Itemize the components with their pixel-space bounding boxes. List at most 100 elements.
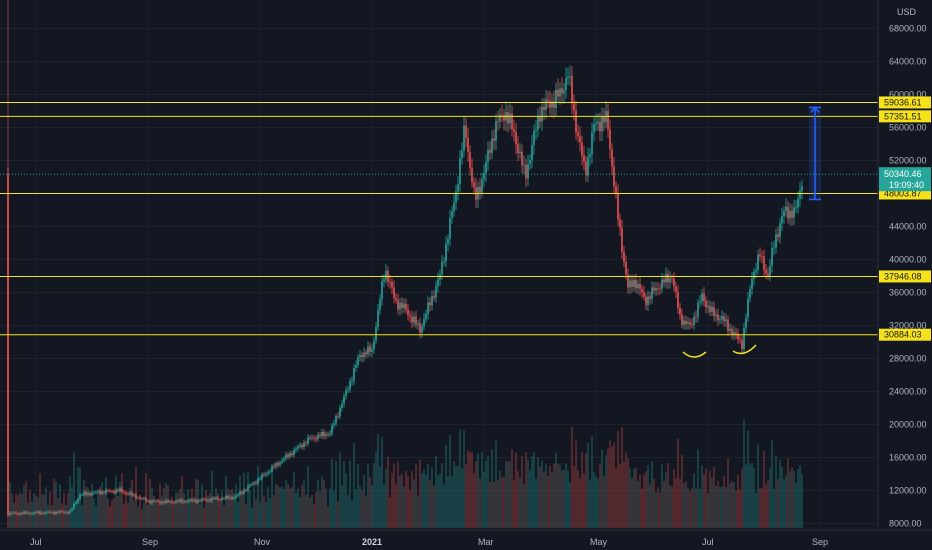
candle-body	[135, 494, 137, 499]
candle-body	[715, 314, 717, 316]
volume-bar	[343, 461, 345, 528]
volume-bar	[785, 474, 787, 528]
volume-bar	[501, 476, 503, 528]
volume-bar	[445, 444, 447, 528]
price-tick-label: 52000.00	[889, 156, 927, 166]
volume-bar	[605, 455, 607, 528]
candle-body	[179, 499, 181, 502]
volume-bar	[507, 461, 509, 528]
candle-body	[239, 491, 241, 495]
volume-bar	[15, 493, 17, 528]
volume-bar	[671, 486, 673, 528]
candle-body	[625, 261, 627, 275]
volume-bar	[117, 495, 119, 528]
candle-body	[141, 498, 143, 500]
candle-body	[615, 186, 617, 194]
candle-body	[701, 293, 703, 302]
candle-body	[661, 279, 663, 289]
candle-body	[631, 280, 633, 287]
volume-bar	[257, 465, 259, 528]
volume-bar	[537, 457, 539, 528]
volume-bar	[449, 434, 451, 528]
volume-bar	[709, 471, 711, 528]
time-tick-label: Sep	[142, 537, 158, 547]
volume-bar	[115, 475, 117, 528]
candle-body	[411, 316, 413, 323]
volume-bar	[437, 475, 439, 528]
candle-body	[423, 318, 425, 327]
candle-body	[235, 495, 237, 498]
volume-bar	[629, 467, 631, 528]
volume-bar	[253, 486, 255, 528]
candle-body	[539, 116, 541, 122]
volume-bar	[255, 498, 257, 528]
volume-bar	[307, 466, 309, 528]
time-axis[interactable]: Jul Sep Nov 2021 Mar May Jul Sep	[0, 529, 932, 550]
volume-bar	[715, 485, 717, 528]
candle-body	[97, 491, 99, 493]
candle-body	[603, 116, 605, 123]
drawings[interactable]	[682, 344, 757, 358]
candle-body	[341, 403, 343, 408]
volume-bar	[571, 426, 573, 528]
level-price-tag	[879, 110, 931, 123]
volume-bar	[475, 461, 477, 528]
volume-bar	[561, 470, 563, 528]
candle-body	[533, 130, 535, 145]
volume-bar	[95, 505, 97, 528]
volume-bar	[175, 492, 177, 528]
volume-bar	[775, 455, 777, 528]
candle-body	[587, 157, 589, 176]
volume-bar	[363, 474, 365, 528]
candle-body	[569, 75, 571, 77]
candle-body	[693, 316, 695, 325]
candle-body	[67, 512, 69, 514]
volume-bar	[515, 452, 517, 528]
time-tick-label: Nov	[254, 537, 271, 547]
volume-bar	[101, 482, 103, 528]
volume-bar	[685, 481, 687, 528]
volume-bar	[461, 468, 463, 528]
volume-bar	[311, 495, 313, 528]
volume-bar	[317, 479, 319, 528]
volume-bar	[315, 492, 317, 528]
volume-bar	[301, 485, 303, 528]
candle-body	[109, 490, 111, 492]
horizontal-levels[interactable]	[0, 101, 878, 336]
candle-body	[667, 274, 669, 283]
candle-body	[731, 328, 733, 335]
candle-body	[705, 301, 707, 308]
candle-body	[451, 211, 453, 219]
candle-body	[787, 206, 789, 219]
double-bottom-arc-right[interactable]	[732, 344, 757, 355]
currency-label: USD	[897, 7, 917, 17]
volume-bar	[319, 491, 321, 528]
price-range-measure[interactable]	[809, 106, 821, 201]
candle-body	[593, 124, 595, 133]
candle-body	[683, 320, 685, 325]
volume-bar	[219, 501, 221, 528]
candle-body	[527, 164, 529, 179]
volume-bar	[133, 500, 135, 528]
volume-bar	[27, 502, 29, 528]
price-axis[interactable]: USD 68000.00 64000.00 60000.00 56000.00 5200…	[877, 0, 932, 530]
candle-body	[225, 495, 227, 499]
candle-body	[421, 326, 423, 333]
candle-body	[25, 511, 27, 514]
volume-bar	[659, 492, 661, 528]
candle-body	[743, 328, 745, 349]
candle-body	[645, 296, 647, 305]
candle-body	[185, 501, 187, 503]
double-bottom-arc-left[interactable]	[682, 351, 707, 358]
candle-body	[151, 500, 153, 504]
candle-body	[369, 346, 371, 352]
volume-bar	[19, 492, 21, 528]
volume-bar	[281, 486, 283, 528]
candle-body	[585, 161, 587, 176]
candle-body	[153, 500, 155, 502]
volume-bar	[525, 451, 527, 528]
candle-body	[497, 120, 499, 122]
candle-body	[771, 248, 773, 266]
volume-bar	[601, 450, 603, 528]
